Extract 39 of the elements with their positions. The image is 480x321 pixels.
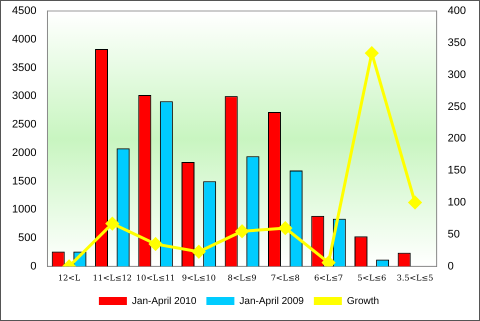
legend-label: Jan-April 2009 (239, 296, 304, 307)
y-tick-label: 4500 (12, 5, 36, 18)
x-tick-label: 3.5<L≤5 (396, 273, 434, 282)
y2-tick-label: 300 (448, 68, 466, 81)
y2-tick-label: 350 (448, 36, 466, 49)
point (236, 224, 249, 238)
legend-label: Jan-April 2010 (132, 296, 197, 307)
point (365, 46, 378, 60)
y-tick-label: 3500 (12, 62, 36, 74)
y2-tick-label: 0 (448, 260, 454, 272)
x-tick-label: 7<L≤8 (270, 273, 300, 282)
point (106, 217, 119, 230)
x-tick-label: 5<L≤6 (357, 273, 386, 282)
x-tick-label: 9<L≤10 (182, 273, 216, 282)
point (149, 238, 162, 251)
point (322, 256, 336, 266)
point (408, 196, 422, 210)
y2-tick-label: 400 (448, 5, 466, 18)
y-tick-label: 500 (18, 232, 36, 244)
y2-tick-label: 50 (448, 228, 460, 241)
y2-tick-label: 250 (448, 100, 466, 113)
x-tick-label: 6<L≤7 (314, 273, 343, 282)
legend-label: Growth (346, 296, 380, 307)
y-tick-label: 3000 (12, 90, 36, 102)
x-tick-label: 12<L (58, 273, 81, 282)
y2-tick-label: 200 (448, 132, 466, 145)
y-tick-label: 4000 (12, 33, 36, 46)
y-tick-label: 2000 (12, 146, 36, 159)
point (278, 222, 292, 235)
y-tick-label: 1500 (12, 175, 36, 188)
y-tick-label: 0 (30, 260, 36, 272)
x-tick-label: 8<L≤9 (228, 273, 257, 282)
x-tick-label: 10<L≤11 (136, 273, 176, 282)
y-tick-label: 1000 (12, 204, 36, 216)
point (192, 245, 206, 258)
x-tick-label: 11<L≤12 (92, 273, 132, 282)
y-tick-label: 2500 (12, 118, 36, 131)
y2-tick-label: 100 (448, 196, 466, 209)
y2-tick-label: 150 (448, 164, 466, 177)
